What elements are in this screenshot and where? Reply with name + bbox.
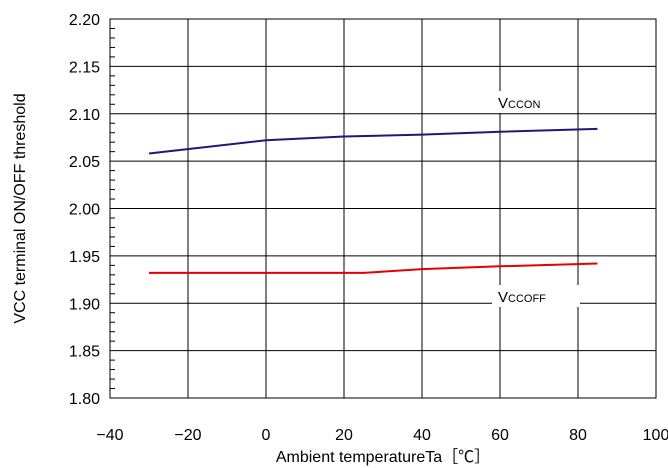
x-tick-labels: −40 −20 0 20 40 60 80 100 [96,427,668,444]
y-tick-label: 1.80 [69,391,100,408]
series-label-bg [492,91,574,113]
x-tick-label: −40 [96,427,123,444]
minor-ticks [110,27,115,390]
series-label-bg [492,285,580,307]
x-tick-label: 60 [491,427,509,444]
y-tick-label: 2.05 [69,154,100,171]
y-tick-label: 2.10 [69,107,100,124]
y-tick-label: 2.00 [69,202,100,219]
series-line-vccoff [149,262,598,274]
series-label-vccon: VCCON [498,95,540,112]
series-line-vccon [148,127,598,155]
series-labels: VCCON VCCOFF [492,91,580,307]
x-tick-label: 40 [413,427,431,444]
y-axis-title: VCC terminal ON/OFF threshold [12,93,29,323]
y-tick-labels: 1.80 1.85 1.90 1.95 2.00 2.05 2.10 2.15 2.20 [69,12,100,408]
y-tick-label: 2.20 [69,12,100,29]
y-tick-label: 1.95 [69,249,100,266]
series-lines [148,127,598,274]
x-axis-title: Ambient temperatureTa［℃］ [276,448,490,466]
y-tick-label: 1.85 [69,344,100,361]
x-tick-label: 80 [569,427,587,444]
series-label-vccoff: VCCOFF [498,289,546,306]
plot-frame [109,18,657,399]
y-tick-label: 2.15 [69,59,100,76]
x-tick-label: 0 [262,427,271,444]
x-tick-label: 20 [335,427,353,444]
x-tick-label: −20 [174,427,201,444]
x-tick-label: 100 [643,427,668,444]
y-tick-label: 1.90 [69,296,100,313]
grid-lines [110,19,656,398]
